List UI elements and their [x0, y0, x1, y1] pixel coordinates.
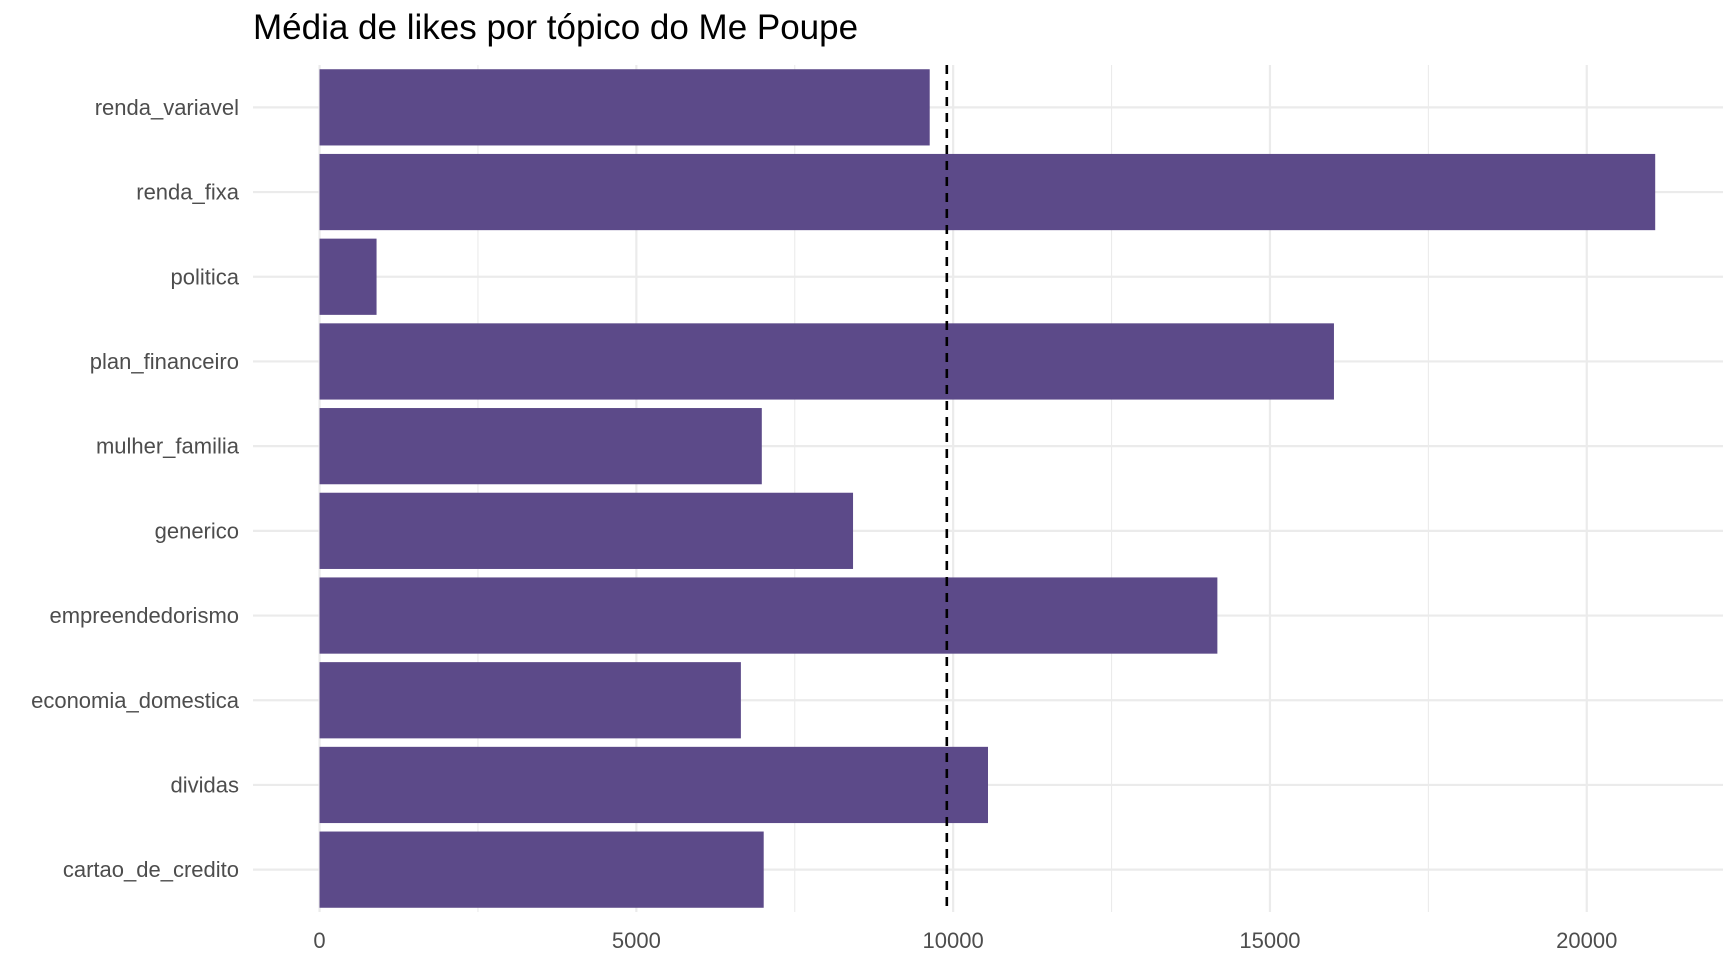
- y-axis-labels: renda_variavel renda_fixa politica plan_fin…: [31, 95, 240, 882]
- bar-mulher_familia: [319, 408, 762, 485]
- x-tick-label: 10000: [923, 928, 984, 953]
- y-tick-label: empreendedorismo: [49, 603, 239, 628]
- y-tick-label: cartao_de_credito: [63, 857, 239, 882]
- y-tick-label: renda_fixa: [136, 180, 240, 205]
- y-tick-label: generico: [155, 518, 239, 543]
- y-tick-label: economia_domestica: [31, 688, 240, 713]
- y-tick-label: plan_financeiro: [90, 349, 239, 374]
- x-axis-labels: 0 5000 10000 15000 20000: [313, 928, 1617, 953]
- bar-renda_variavel: [319, 69, 930, 146]
- bar-plan_financeiro: [319, 323, 1334, 400]
- x-tick-label: 15000: [1239, 928, 1300, 953]
- bar-renda_fixa: [319, 153, 1656, 231]
- bars: [319, 69, 1656, 908]
- bar-politica: [319, 238, 377, 315]
- bar-economia_domestica: [319, 662, 741, 739]
- x-tick-label: 20000: [1556, 928, 1617, 953]
- y-tick-label: renda_variavel: [95, 95, 239, 120]
- y-tick-label: dividas: [171, 772, 239, 797]
- bar-cartao_de_credito: [319, 831, 764, 908]
- y-tick-label: politica: [171, 264, 240, 289]
- bar-empreendedorismo: [319, 577, 1218, 654]
- y-tick-label: mulher_familia: [96, 434, 240, 459]
- x-tick-label: 0: [313, 928, 325, 953]
- x-tick-label: 5000: [612, 928, 661, 953]
- bar-dividas: [319, 746, 989, 824]
- chart-title: Média de likes por tópico do Me Poupe: [253, 8, 859, 47]
- bar-generico: [319, 492, 854, 569]
